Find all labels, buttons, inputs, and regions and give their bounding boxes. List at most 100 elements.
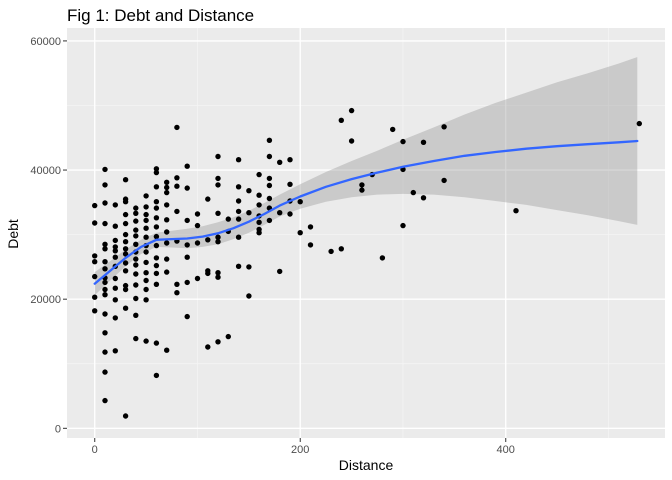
data-point — [235, 184, 242, 190]
data-point — [277, 210, 283, 216]
data-point — [122, 268, 129, 274]
data-point — [328, 248, 334, 255]
data-point — [348, 107, 355, 114]
data-points — [92, 107, 642, 419]
data-point — [174, 208, 180, 215]
data-point — [225, 333, 231, 340]
data-point — [266, 137, 273, 143]
data-point — [143, 204, 149, 210]
data-point — [194, 211, 201, 217]
data-point — [266, 182, 273, 189]
data-point — [112, 315, 119, 321]
data-point — [102, 330, 108, 336]
data-point — [338, 246, 344, 252]
data-point — [143, 225, 149, 231]
data-point — [102, 369, 108, 375]
data-point — [122, 246, 129, 252]
data-point — [133, 210, 139, 216]
data-point — [122, 231, 129, 238]
data-point — [420, 139, 427, 145]
x-tick-label: 0 — [92, 444, 98, 456]
data-point — [174, 124, 180, 131]
data-point — [266, 195, 273, 202]
data-point — [174, 290, 180, 296]
data-point — [246, 293, 252, 299]
data-point — [164, 269, 170, 275]
data-point — [215, 210, 221, 216]
data-point — [102, 397, 108, 404]
data-point — [153, 199, 160, 205]
smooth-line-layer — [93, 139, 639, 285]
data-point — [235, 157, 242, 163]
data-point — [153, 205, 160, 211]
data-point — [122, 282, 129, 289]
data-point — [143, 249, 149, 255]
data-point — [235, 208, 242, 215]
data-point — [122, 239, 129, 245]
data-point — [112, 254, 119, 260]
data-point — [441, 177, 447, 184]
data-point — [112, 223, 119, 229]
data-point — [122, 177, 129, 183]
data-point — [164, 184, 170, 191]
data-point — [102, 246, 108, 252]
data-point — [133, 227, 139, 233]
data-point — [215, 234, 221, 240]
data-point — [174, 175, 180, 181]
data-point — [348, 138, 355, 144]
data-point — [153, 372, 160, 379]
data-point — [225, 216, 231, 222]
data-point — [102, 241, 108, 247]
data-point — [122, 211, 129, 218]
data-point — [112, 244, 119, 250]
data-point — [92, 253, 98, 259]
data-point — [513, 208, 519, 214]
data-point — [205, 270, 211, 277]
data-point — [92, 273, 98, 280]
data-point — [256, 219, 262, 225]
data-point — [164, 256, 170, 262]
data-point — [184, 279, 190, 286]
data-point — [287, 211, 293, 217]
data-point — [307, 242, 314, 248]
data-point — [112, 237, 119, 244]
data-point — [215, 153, 221, 160]
data-point — [164, 240, 170, 246]
data-point — [133, 233, 139, 239]
data-point — [92, 202, 98, 209]
y-tick-labels: 0 20000 40000 60000 — [30, 36, 61, 435]
y-axis-title: Debt — [5, 219, 21, 249]
y-tick-label: 0 — [55, 423, 61, 435]
data-point — [122, 199, 129, 205]
data-point — [235, 216, 242, 222]
data-point — [133, 262, 139, 268]
data-point — [143, 211, 149, 218]
data-point — [133, 205, 139, 211]
data-point — [164, 347, 170, 353]
data-point — [102, 259, 108, 265]
data-point — [297, 199, 303, 205]
data-point — [636, 120, 642, 127]
data-point — [133, 271, 139, 277]
data-point — [194, 240, 201, 246]
data-point — [194, 275, 201, 282]
data-point — [235, 263, 242, 269]
data-point — [153, 184, 160, 190]
data-point — [122, 220, 129, 227]
data-point — [102, 279, 108, 286]
data-point — [359, 182, 365, 188]
data-point — [164, 217, 170, 223]
data-point — [277, 159, 283, 165]
data-point — [420, 195, 427, 201]
x-axis-title: Distance — [339, 457, 394, 473]
data-point — [390, 126, 396, 133]
data-point — [92, 294, 98, 300]
data-point — [400, 222, 406, 229]
data-point — [153, 270, 160, 277]
data-point — [246, 188, 252, 194]
data-point — [153, 166, 160, 172]
data-point — [184, 163, 190, 169]
data-point — [102, 182, 108, 188]
data-point — [205, 237, 211, 243]
